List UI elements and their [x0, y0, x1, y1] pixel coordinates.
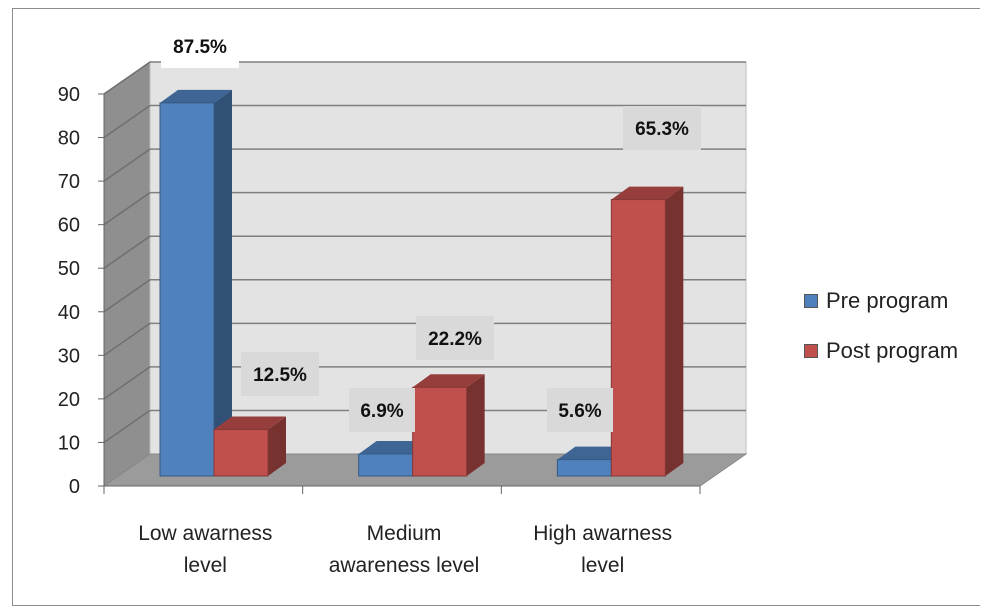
data-label-bg: [547, 388, 613, 432]
bar-top: [160, 89, 232, 103]
gridline-side: [103, 235, 151, 269]
legend-label-post: Post program: [826, 338, 959, 363]
data-label: 6.9%: [360, 401, 403, 422]
y-tick-label: 10: [58, 432, 80, 454]
y-tick-label: 30: [58, 345, 80, 367]
gridline-side: [103, 322, 151, 356]
bar: [159, 102, 215, 477]
y-tick-label: 90: [58, 84, 80, 106]
legend-item-pre: Pre program: [804, 276, 958, 326]
legend-label-pre: Pre program: [826, 288, 949, 313]
bar: [412, 386, 468, 477]
legend: Pre program Post program: [804, 276, 958, 376]
data-label-bg: [416, 316, 494, 360]
gridline-side: [103, 366, 151, 400]
y-tick-label: 20: [58, 389, 80, 411]
bar-side: [268, 416, 286, 476]
bar: [556, 459, 612, 477]
legend-item-post: Post program: [804, 326, 958, 376]
bar-side: [665, 186, 684, 477]
gridline-side: [103, 279, 151, 313]
gridline-side: [103, 148, 151, 182]
side-wall: [103, 61, 151, 487]
bar-side: [214, 89, 232, 476]
bar-side: [466, 374, 485, 476]
bar: [610, 199, 666, 477]
data-label: 65.3%: [635, 119, 689, 140]
data-label: 12.5%: [253, 365, 307, 386]
data-label: 22.2%: [428, 329, 482, 350]
data-label: 87.5%: [173, 37, 227, 58]
y-tick-label: 40: [58, 302, 80, 324]
gridline-side: [103, 409, 151, 444]
x-tick-label: Medium awareness level: [329, 522, 480, 577]
bar-top: [412, 374, 485, 388]
bar-top: [214, 416, 286, 430]
data-label-bg: [161, 24, 239, 68]
y-tick-label: 70: [58, 171, 80, 193]
y-tick-label: 80: [58, 128, 80, 150]
x-tick-label: High awarness level: [533, 522, 672, 577]
gridline-side: [103, 192, 151, 226]
legend-swatch-post: [804, 344, 818, 358]
data-label-bg: [241, 352, 319, 396]
gridline-side: [103, 104, 151, 139]
y-tick-label: 60: [58, 215, 80, 237]
data-label: 5.6%: [558, 401, 601, 422]
legend-swatch-pre: [804, 294, 818, 308]
y-tick-label: 0: [69, 476, 80, 498]
bar: [358, 453, 414, 477]
data-label-bg: [623, 106, 701, 150]
bar: [213, 429, 269, 477]
y-tick-label: 50: [58, 258, 80, 280]
bar-top: [611, 186, 684, 200]
data-label-bg: [349, 388, 415, 432]
gridline-side: [103, 61, 151, 95]
x-tick-label: Low awarness level: [138, 522, 272, 577]
